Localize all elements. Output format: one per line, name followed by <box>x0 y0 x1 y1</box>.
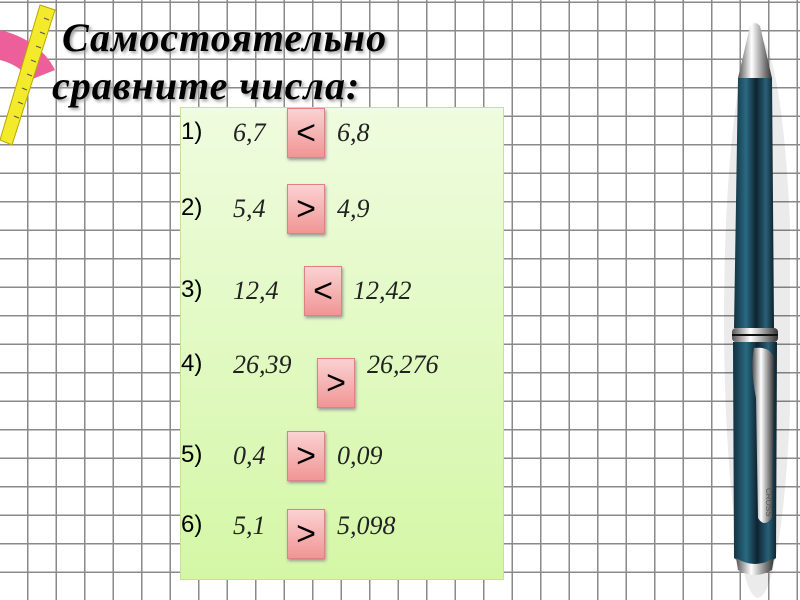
left-number: 6,7 <box>233 118 266 147</box>
right-number: 6,8 <box>337 118 370 147</box>
right-number: 5,098 <box>337 511 396 540</box>
item-number: 2) <box>181 194 203 221</box>
ruler-protractor-illustration <box>0 4 56 146</box>
exercise-row: 6) 5,1 > 5,098 <box>181 509 503 559</box>
left-number: 12,4 <box>233 276 279 305</box>
title-line-1: Самостоятельно <box>62 15 388 60</box>
left-number: 5,1 <box>233 511 266 540</box>
right-number: 4,9 <box>337 194 370 223</box>
item-number: 6) <box>181 511 203 538</box>
comparison-sign: > <box>287 184 325 234</box>
comparison-sign: < <box>304 266 342 316</box>
slide-title: Самостоятельно сравните числа: <box>52 14 387 110</box>
exercise-row: 4) 26,39 > 26,276 <box>181 350 503 408</box>
right-number: 0,09 <box>337 441 383 470</box>
left-number: 0,4 <box>233 441 266 470</box>
exercise-row: 1) 6,7 < 6,8 <box>181 108 503 158</box>
comparison-sign: > <box>317 358 355 408</box>
item-number: 4) <box>181 350 203 377</box>
comparison-sign: < <box>287 108 325 158</box>
title-line-2: сравните числа: <box>52 63 361 108</box>
right-number: 26,276 <box>367 350 439 379</box>
pen-illustration: CROSS <box>724 23 790 598</box>
exercise-row: 3) 12,4 < 12,42 <box>181 266 503 316</box>
item-number: 1) <box>181 118 203 145</box>
left-number: 26,39 <box>233 350 292 379</box>
item-number: 3) <box>181 276 203 303</box>
item-number: 5) <box>181 441 203 468</box>
comparison-sign: > <box>287 509 325 559</box>
exercise-panel: 1) 6,7 < 6,8 2) 5,4 > 4,9 3) 12,4 < 12,4… <box>180 107 504 580</box>
comparison-sign: > <box>287 431 325 481</box>
left-number: 5,4 <box>233 194 266 223</box>
exercise-row: 5) 0,4 > 0,09 <box>181 431 503 481</box>
exercise-row: 2) 5,4 > 4,9 <box>181 184 503 234</box>
right-number: 12,42 <box>353 276 412 305</box>
pen-engraving: CROSS <box>764 488 773 516</box>
